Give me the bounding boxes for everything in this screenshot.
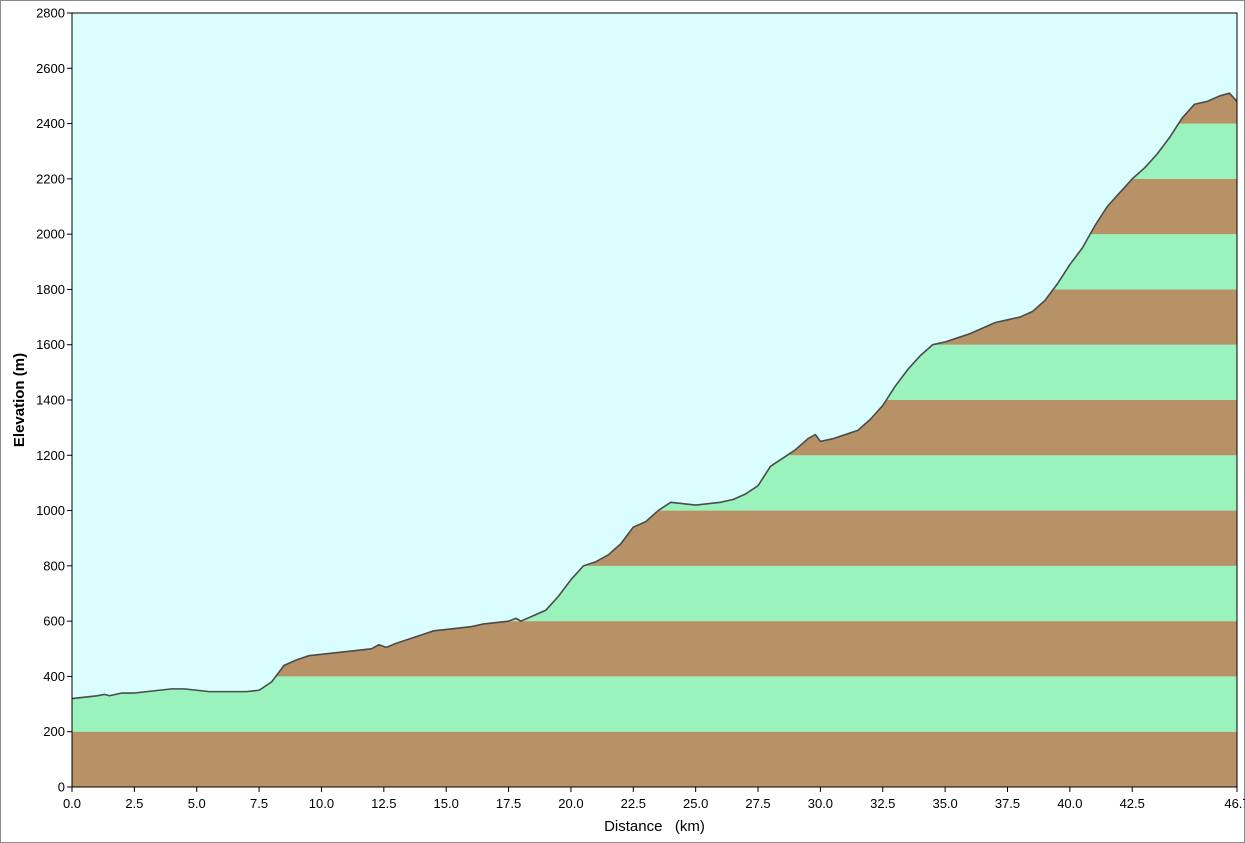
elevation-band bbox=[72, 731, 1237, 787]
y-tick-label: 2000 bbox=[36, 227, 65, 242]
x-tick-label: 0.0 bbox=[63, 796, 81, 811]
x-tick-label: 37.5 bbox=[995, 796, 1020, 811]
x-axis: 0.0 2.5 5.0 7.5 10.0 12.5 15.0 17.5 20.0 22.5 25.0… bbox=[63, 787, 1245, 811]
x-tick-label: 7.5 bbox=[250, 796, 268, 811]
y-tick-label: 200 bbox=[43, 724, 65, 739]
x-tick-label: 30.0 bbox=[808, 796, 833, 811]
y-tick-label: 2800 bbox=[36, 6, 65, 21]
y-tick-label: 1000 bbox=[36, 503, 65, 518]
x-tick-label: 17.5 bbox=[496, 796, 521, 811]
y-tick-label: 400 bbox=[43, 669, 65, 684]
x-tick-label: 35.0 bbox=[932, 796, 957, 811]
sky-mask bbox=[72, 13, 1237, 699]
elevation-profile-line bbox=[71, 92, 1238, 700]
y-tick-label: 1800 bbox=[36, 282, 65, 297]
y-tick-label: 2600 bbox=[36, 61, 65, 76]
y-tick-label: 1400 bbox=[36, 393, 65, 408]
x-axis-title: Distance (km) bbox=[604, 818, 705, 835]
x-tick-label: 2.5 bbox=[125, 796, 143, 811]
y-axis-title: Elevation (m) bbox=[11, 353, 28, 447]
x-tick-label: 25.0 bbox=[683, 796, 708, 811]
y-axis: 0 200 400 600 800 1000 1200 1400 1600 1800 2000 220… bbox=[36, 6, 72, 795]
x-tick-label: 27.5 bbox=[745, 796, 770, 811]
x-tick-label: 12.5 bbox=[371, 796, 396, 811]
x-tick-label: 10.0 bbox=[309, 796, 334, 811]
y-tick-label: 2400 bbox=[36, 116, 65, 131]
x-tick-label: 5.0 bbox=[188, 796, 206, 811]
y-tick-label: 0 bbox=[58, 780, 65, 795]
x-tick-label: 46.7 bbox=[1224, 796, 1245, 811]
y-tick-label: 600 bbox=[43, 614, 65, 629]
y-tick-label: 1600 bbox=[36, 337, 65, 352]
x-tick-label: 15.0 bbox=[434, 796, 459, 811]
y-tick-label: 800 bbox=[43, 558, 65, 573]
x-tick-label: 42.5 bbox=[1120, 796, 1145, 811]
y-tick-label: 2200 bbox=[36, 171, 65, 186]
x-tick-label: 40.0 bbox=[1057, 796, 1082, 811]
x-tick-label: 20.0 bbox=[558, 796, 583, 811]
y-tick-label: 1200 bbox=[36, 448, 65, 463]
x-tick-label: 32.5 bbox=[870, 796, 895, 811]
x-tick-label: 22.5 bbox=[621, 796, 646, 811]
